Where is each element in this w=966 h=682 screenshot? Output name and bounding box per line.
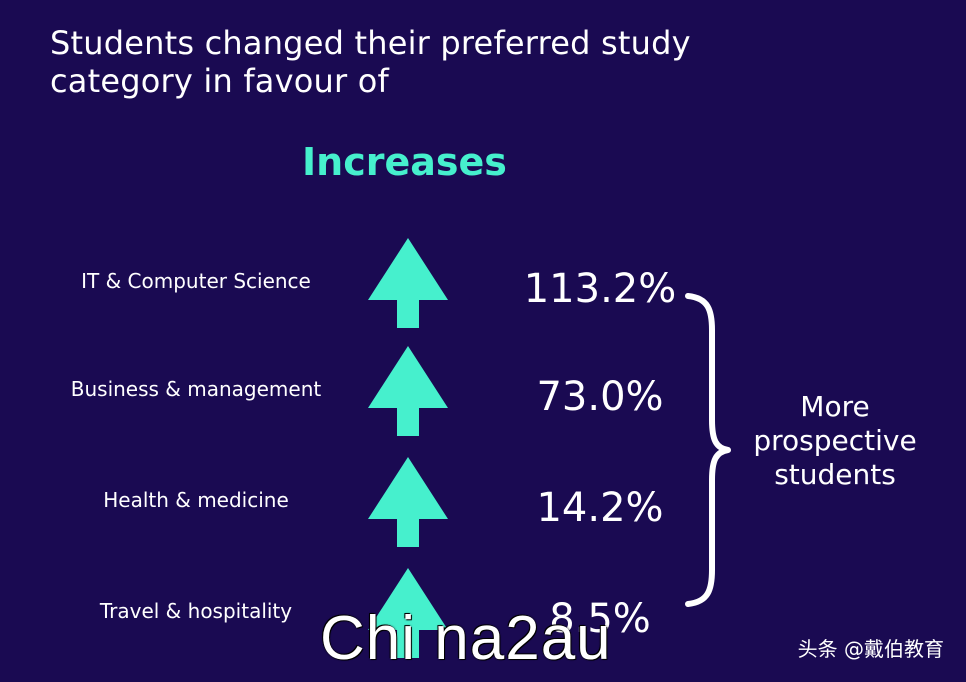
- section-title: Increases: [302, 140, 507, 184]
- percentage-label: 14.2%: [536, 485, 663, 531]
- category-label: Business & management: [71, 377, 322, 401]
- chart-rows: IT & Computer Science 113.2% Business & ma…: [71, 238, 677, 658]
- percentage-label: 8.5%: [549, 596, 651, 642]
- brace-label-line-2: prospective: [753, 424, 917, 457]
- up-arrow-icon: [368, 346, 448, 436]
- watermark: Chi na2au: [320, 604, 612, 673]
- category-label: IT & Computer Science: [81, 269, 311, 293]
- brace-label: More prospective students: [730, 390, 940, 492]
- up-arrow-icon: [368, 238, 448, 328]
- up-arrow-icon: [368, 457, 448, 547]
- category-label: Health & medicine: [103, 488, 289, 512]
- headline: Students changed their preferred study c…: [50, 24, 770, 100]
- brace-label-line-3: students: [774, 458, 896, 491]
- headline-line-1: Students changed their preferred study: [50, 24, 691, 62]
- percentage-label: 73.0%: [536, 374, 663, 420]
- percentage-label: 113.2%: [524, 266, 677, 312]
- credit: 头条 @戴伯教育: [797, 637, 944, 661]
- headline-line-2: category in favour of: [50, 62, 389, 100]
- right-curly-brace-icon: [685, 293, 731, 607]
- category-label: Travel & hospitality: [99, 599, 292, 623]
- brace-label-line-1: More: [800, 390, 870, 423]
- up-arrow-icon: [368, 568, 448, 658]
